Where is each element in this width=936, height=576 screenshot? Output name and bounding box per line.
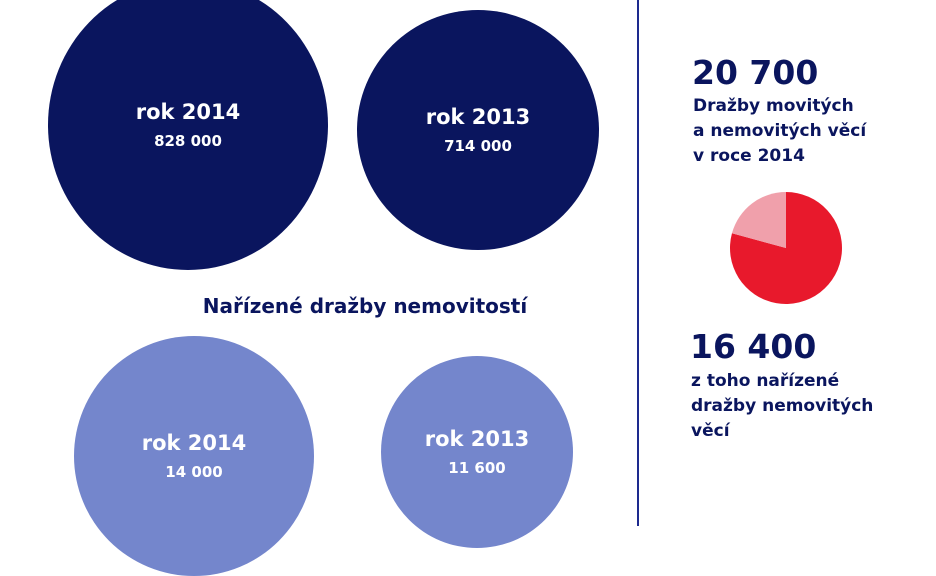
stat-description-line: v roce 2014 [693,146,805,166]
bubble-year-label: rok 2014 [135,100,241,125]
stat-description-line: a nemovitých věcí [693,121,867,141]
bubble-year-label: rok 2013 [425,105,531,130]
bubble-2014-real-estate: rok 2014 14 000 [74,336,314,576]
bubble-2013-total: rok 2013 714 000 [357,10,599,250]
stat-description-line: věcí [691,421,730,441]
bubble-value-label: 14 000 [165,462,223,481]
bubble-value-label: 11 600 [448,458,506,477]
pie-slice-1 [731,192,786,248]
stat-auctions-total-number: 20 700 [692,53,819,92]
bubble-value-label: 828 000 [154,131,222,150]
stat-description-line: z toho nařízené [691,371,840,391]
bubble-value-label: 714 000 [444,136,512,155]
stat-real-estate-description: z toho nařízené dražby nemovitých věcí [691,369,873,444]
stat-description-line: dražby nemovitých [691,396,874,416]
pie-chart [730,192,842,304]
stat-auctions-total-description: Dražby movitých a nemovitých věcí v roce… [693,94,866,169]
stat-description-line: Dražby movitých [693,96,854,116]
bubble-2014-total: rok 2014 828 000 [48,0,328,270]
chart-title-real-estate-auctions: Nařízené dražby nemovitostí [202,294,528,318]
vertical-divider [637,0,639,526]
stat-real-estate-number: 16 400 [690,327,817,366]
bubble-year-label: rok 2013 [424,427,530,452]
bubble-2013-real-estate: rok 2013 11 600 [381,356,573,548]
bubble-year-label: rok 2014 [141,431,247,456]
